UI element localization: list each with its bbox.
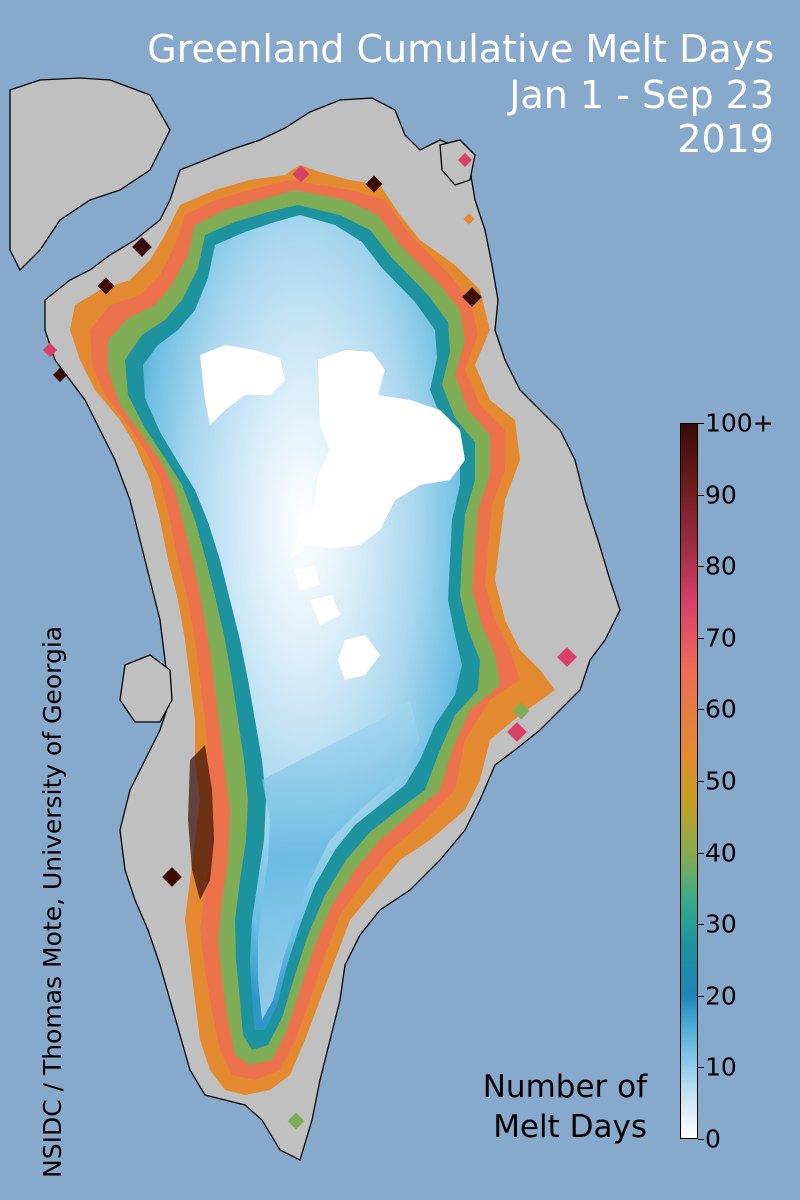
colorbar-tick [698, 423, 704, 424]
northeast-island [439, 139, 476, 186]
colorbar [680, 423, 698, 1139]
colorbar-tick [698, 709, 704, 711]
title-line-1: Greenland Cumulative Melt Days [147, 27, 774, 71]
no-melt-area-3 [295, 565, 320, 590]
colorbar-tick-label: 10 [705, 1052, 737, 1082]
title-line-3: 2019 [677, 117, 774, 161]
ice-sheet [70, 165, 555, 1095]
colorbar-tick-label: 90 [705, 480, 737, 510]
colorbar-tick [698, 1139, 704, 1140]
colorbar-tick [698, 924, 704, 926]
colorbar-tick [698, 995, 704, 997]
no-melt-area-2 [290, 350, 465, 560]
no-melt-area-4 [310, 595, 340, 625]
colorbar-tick [698, 637, 704, 639]
colorbar-tick-label: 60 [705, 694, 737, 724]
colorbar-tick-label: 30 [705, 909, 737, 939]
colorbar-tick-label: 0 [705, 1124, 721, 1154]
credit-text: NSIDC / Thomas Mote, University of Georg… [38, 625, 67, 1178]
legend-title-line-1: Number of [482, 1069, 647, 1105]
colorbar-tick-label: 80 [705, 551, 737, 581]
colorbar-tick-label: 40 [705, 838, 737, 868]
no-melt-area-1 [200, 345, 285, 425]
colorbar-tick [698, 566, 704, 568]
colorbar-tick-label: 20 [705, 981, 737, 1011]
coastal-dark-spots [52, 175, 482, 887]
disko-island [119, 654, 173, 723]
legend-title-line-2: Melt Days [493, 1109, 647, 1145]
colorbar-tick-label: 50 [705, 766, 737, 796]
ice-west-dark-band [188, 745, 214, 900]
no-melt-area-5 [338, 635, 380, 680]
northwest-landmass [9, 77, 171, 272]
coastal-red-spots [42, 152, 577, 742]
colorbar-tick [698, 1067, 704, 1069]
ice-south-interior [258, 700, 420, 1020]
title-line-2: Jan 1 - Sep 23 [509, 73, 774, 117]
colorbar-tick [698, 494, 704, 496]
colorbar-tick-label: 100+ [705, 408, 774, 438]
colorbar-tick [698, 781, 704, 782]
colorbar-tick-label: 70 [705, 623, 737, 653]
colorbar-tick [698, 852, 704, 854]
